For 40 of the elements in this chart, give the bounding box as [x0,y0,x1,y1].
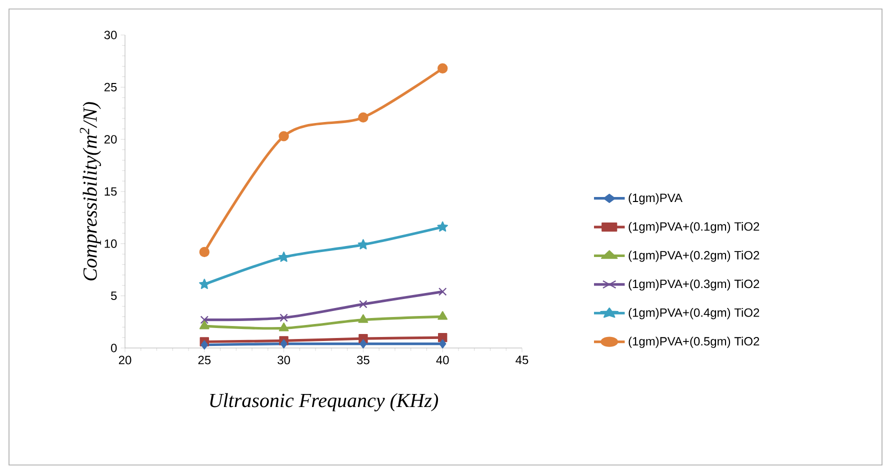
y-axis-title: Compressibility(m$^{2}$/N) [80,102,101,280]
point [280,339,288,348]
legend-label: (1gm)PVA+(0.5gm) TiO2 [628,336,760,348]
x-tick-label: 40 [436,356,449,364]
point [199,278,210,289]
legend-label: (1gm)PVA+(0.1gm) TiO2 [628,222,760,234]
y-tick-label: 0 [111,344,117,352]
point [439,339,446,348]
point [280,314,288,322]
point [358,112,368,123]
point [438,63,448,74]
point [358,314,368,323]
point [360,339,367,348]
y-tick-label: 15 [104,187,117,196]
y-tick-label: 5 [111,292,117,300]
legend-label: (1gm)PVA+(0.2gm) TiO2 [628,250,760,262]
point [438,288,447,296]
x-tick-label: 30 [278,356,290,364]
point [278,322,289,332]
point [199,246,210,258]
y-tick-label: 25 [104,82,117,92]
point [200,340,208,350]
point [438,311,448,320]
point [437,221,448,232]
point [358,239,369,250]
y-tick-label: 10 [104,239,117,248]
y-tick-label: 30 [104,30,117,40]
y-tick-label: 20 [104,135,117,144]
point [278,131,289,142]
x-tick-label: 35 [356,356,370,364]
x-axis-title: Ultrasonic Frequancy (KHz) [210,393,438,412]
point [199,320,210,330]
x-tick-label: 20 [118,356,132,364]
legend-label: (1gm)PVA [628,193,682,204]
legend-label: (1gm)PVA+(0.4gm) TiO2 [628,308,760,320]
point [200,316,209,324]
x-tick-label: 45 [516,356,528,364]
legend-label: (1gm)PVA+(0.3gm) TiO2 [628,279,760,291]
x-tick-label: 25 [198,356,211,364]
point [359,300,368,308]
